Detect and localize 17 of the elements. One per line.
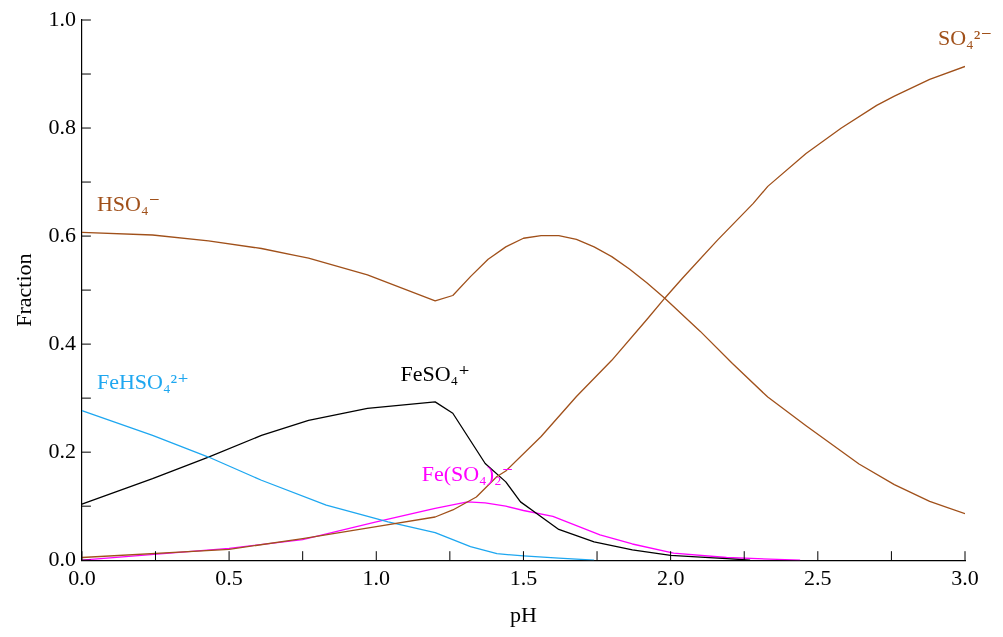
y-axis-title: Fraction — [10, 253, 36, 327]
y-tick-label: 0.2 — [48, 437, 76, 463]
series-label: FeHSO₄²⁺ — [96, 369, 189, 395]
x-tick-label: 2.5 — [804, 565, 832, 591]
series-label: FeSO₄⁺ — [400, 360, 470, 386]
x-tick-label: 2.0 — [656, 565, 685, 591]
y-tick-label: 1.0 — [48, 5, 76, 31]
x-tick-label: 3.0 — [951, 565, 979, 591]
x-axis-title: pH — [510, 601, 537, 627]
y-tick-label: 0.8 — [48, 113, 76, 139]
x-tick-label: 0.5 — [215, 565, 243, 591]
y-tick-label: 0.4 — [48, 329, 76, 355]
series-label: SO₄²⁻ — [938, 25, 993, 51]
x-tick-label: 1.5 — [509, 565, 538, 591]
x-tick-label: 1.0 — [362, 565, 391, 591]
series-label: HSO₄⁻ — [96, 191, 161, 217]
y-tick-label: 0.6 — [48, 221, 76, 247]
